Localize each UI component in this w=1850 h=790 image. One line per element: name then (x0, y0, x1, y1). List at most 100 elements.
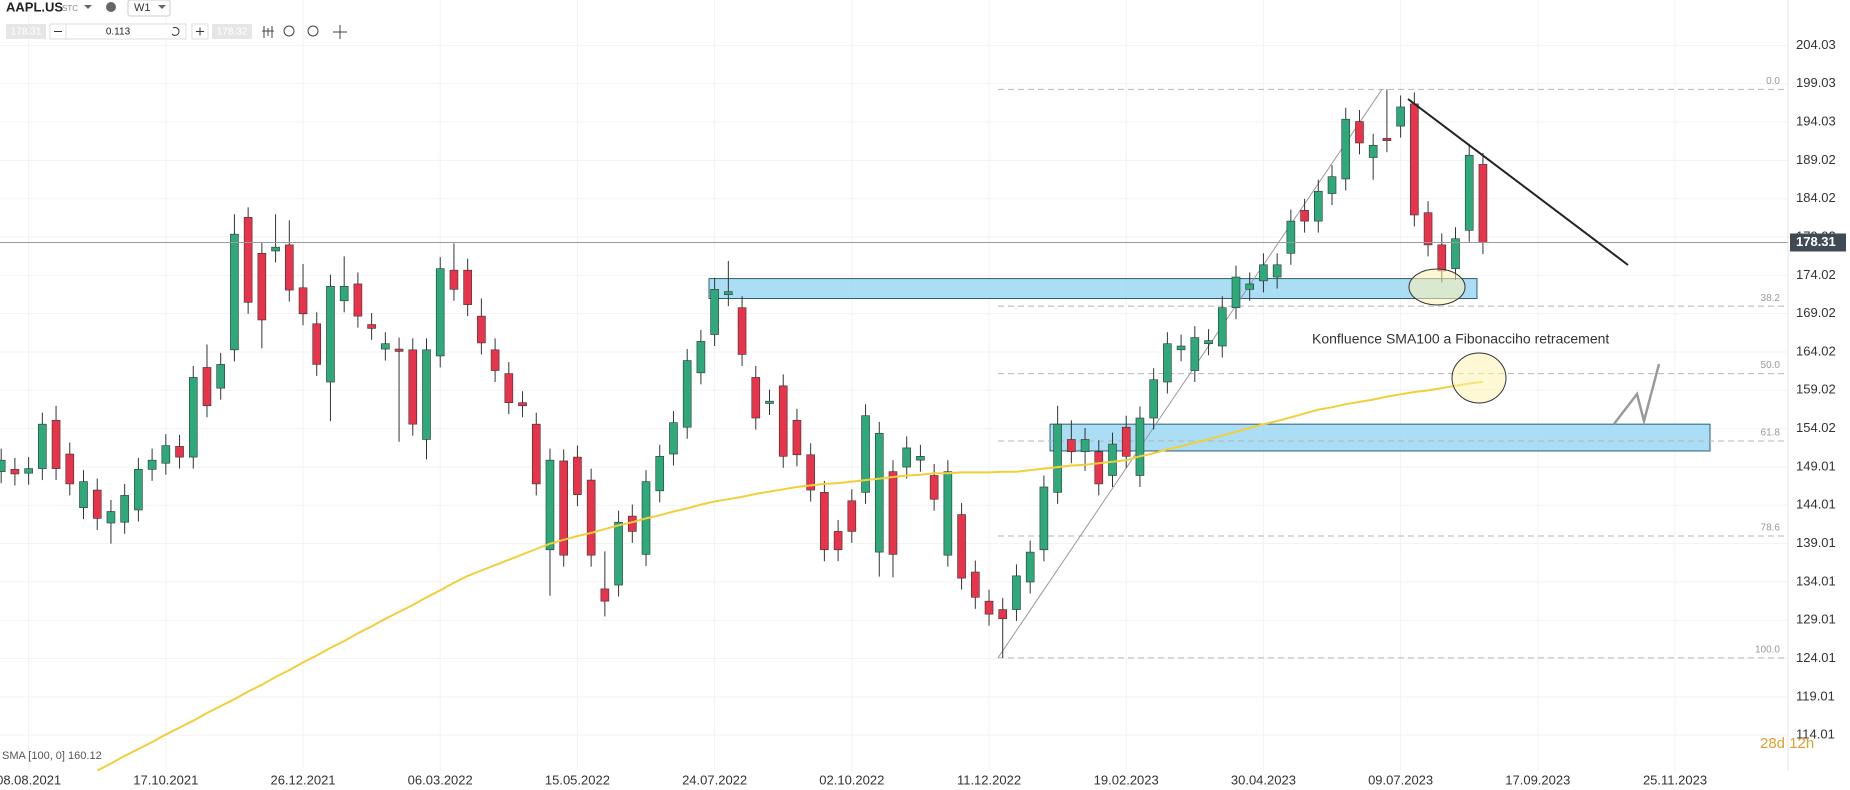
candle-body (1135, 417, 1145, 476)
candle-body (10, 469, 20, 475)
countdown: 28d 12h (1760, 735, 1814, 752)
candle-body (490, 349, 500, 371)
symbol[interactable]: AAPL.US (6, 0, 63, 14)
dropdown-arrow (158, 5, 166, 9)
candle-body (682, 360, 692, 428)
candle-body (1451, 238, 1460, 269)
candle-body (243, 216, 253, 303)
candle-body (820, 492, 829, 551)
candle-body (120, 495, 129, 523)
y-tick-label: 174.02 (1796, 267, 1836, 282)
candle-body (435, 268, 445, 357)
candle-body (531, 423, 541, 485)
swap-icon[interactable] (171, 26, 180, 36)
info-icon[interactable] (106, 2, 116, 12)
candle-body (1355, 121, 1364, 144)
sma-legend: SMA [100, 0] 160.12 (2, 750, 102, 762)
sma-line (96, 380, 1484, 771)
candle-body (1368, 144, 1378, 158)
support-zone (1049, 423, 1711, 452)
candle-body (1272, 264, 1282, 278)
candle-body (188, 377, 198, 458)
candle-body (326, 285, 335, 383)
bid-box[interactable] (6, 24, 46, 39)
candle-body (1245, 283, 1254, 290)
x-tick-label: 17.10.2021 (133, 772, 198, 787)
candle-body (1217, 307, 1227, 347)
zoom-out-icon[interactable] (283, 25, 295, 37)
volume-input[interactable] (65, 23, 187, 40)
zoom-in-icon[interactable] (307, 25, 319, 37)
last-price-box (1790, 233, 1846, 252)
y-tick-label: 184.02 (1796, 190, 1836, 205)
candle-body (79, 481, 88, 508)
candle-body (614, 521, 623, 586)
x-tick-label: 24.07.2022 (682, 772, 747, 787)
candle-body (298, 287, 308, 315)
highlight (1408, 268, 1466, 306)
candle-body (792, 420, 802, 456)
candle-body (710, 289, 719, 335)
interval-select[interactable] (127, 0, 171, 17)
x-tick-label: 11.12.2022 (957, 772, 1021, 787)
candle-body (573, 456, 582, 495)
candle-body (847, 500, 857, 532)
candle-body (477, 315, 486, 344)
volume: 0.113 (106, 27, 131, 38)
candle-body (1149, 379, 1158, 419)
candle-body (1341, 118, 1351, 180)
candle-body (861, 415, 870, 493)
candle-body (1094, 451, 1104, 485)
y-tick-label: 159.02 (1796, 382, 1836, 397)
candle-body (696, 341, 706, 374)
candle-body (1396, 106, 1405, 127)
candle-body (929, 475, 939, 500)
candle-body (1025, 551, 1035, 583)
candle-body (559, 460, 569, 556)
candle-body (1190, 337, 1200, 371)
candle-body (1314, 190, 1323, 222)
x-tick-label: 19.02.2023 (1094, 772, 1159, 787)
candle-body (943, 471, 953, 556)
candle-body (1176, 345, 1186, 351)
candle-body (449, 269, 459, 290)
candle-body (586, 479, 596, 556)
candle-body (504, 373, 514, 404)
fib-label: 61.8 (1761, 428, 1781, 439)
sma-name: SMA [100, 0] (2, 750, 65, 762)
candle-body (147, 459, 157, 470)
ask-box[interactable] (212, 24, 252, 39)
last-price-label: 178.31 (1796, 234, 1836, 249)
bid: 178.31 (11, 27, 42, 38)
candle-body (751, 377, 761, 419)
candle-body (65, 453, 75, 485)
candle-body (1067, 439, 1076, 453)
candle-body (175, 446, 184, 458)
candle-body (312, 323, 322, 365)
toolbar: AAPL.US STC W1 178.31 0.113 178.32 (6, 0, 347, 40)
dropdown-arrow[interactable] (84, 5, 92, 9)
candle-body (51, 420, 61, 469)
y-tick-label: 144.01 (1796, 497, 1836, 512)
x-tick-label: 26.12.2021 (270, 772, 335, 787)
candle-body (38, 423, 47, 469)
candle-body (778, 385, 788, 457)
candle-body (367, 324, 376, 329)
y-tick-label: 164.02 (1796, 343, 1836, 358)
candle-body (1382, 138, 1392, 141)
plus-icon (196, 27, 204, 36)
crosshair-icon[interactable] (333, 25, 347, 39)
candle-body (600, 588, 610, 602)
candle-body (230, 233, 239, 351)
x-tick-label: 30.04.2023 (1231, 772, 1296, 787)
y-tick-label: 119.01 (1796, 688, 1835, 703)
candle-body (92, 489, 102, 519)
y-tick-label: 114.01 (1796, 727, 1835, 742)
x-tick-label: 15.05.2022 (545, 772, 610, 787)
candle-body (888, 471, 898, 555)
candle-body (1108, 443, 1117, 476)
chart-type-icon[interactable] (262, 26, 274, 38)
candle-body (381, 343, 390, 350)
candle-body (1012, 575, 1021, 610)
